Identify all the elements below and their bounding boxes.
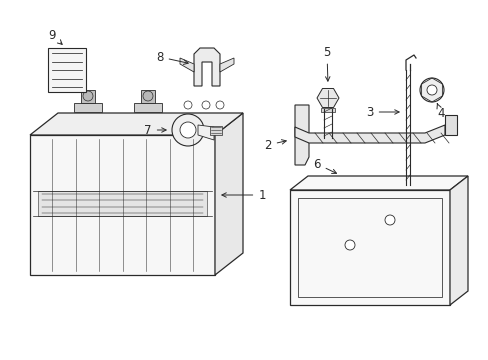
Circle shape bbox=[202, 101, 209, 109]
Text: 6: 6 bbox=[313, 158, 336, 174]
Polygon shape bbox=[294, 125, 444, 143]
Circle shape bbox=[419, 78, 443, 102]
Polygon shape bbox=[198, 125, 214, 140]
Polygon shape bbox=[30, 113, 243, 135]
Bar bbox=[297, 198, 441, 297]
Text: 4: 4 bbox=[436, 104, 444, 120]
Bar bbox=[81, 90, 95, 103]
Polygon shape bbox=[316, 89, 338, 108]
Bar bbox=[48, 48, 86, 92]
Bar bbox=[30, 135, 215, 275]
Bar bbox=[209, 126, 222, 135]
Text: 3: 3 bbox=[366, 105, 398, 118]
Polygon shape bbox=[449, 176, 467, 305]
Bar bbox=[74, 103, 102, 112]
Polygon shape bbox=[180, 58, 194, 72]
Bar bbox=[134, 103, 162, 112]
Bar bbox=[38, 191, 206, 216]
Polygon shape bbox=[444, 115, 456, 135]
Polygon shape bbox=[289, 176, 467, 190]
Circle shape bbox=[83, 91, 93, 101]
Text: 5: 5 bbox=[323, 45, 330, 81]
Polygon shape bbox=[220, 58, 234, 72]
Bar bbox=[320, 108, 334, 112]
Circle shape bbox=[180, 122, 196, 138]
Text: 9: 9 bbox=[48, 28, 62, 44]
Text: 8: 8 bbox=[156, 50, 188, 64]
Polygon shape bbox=[215, 113, 243, 275]
Circle shape bbox=[216, 101, 224, 109]
Circle shape bbox=[345, 240, 354, 250]
Circle shape bbox=[384, 215, 394, 225]
Circle shape bbox=[183, 101, 192, 109]
Text: 7: 7 bbox=[144, 123, 166, 136]
Bar bbox=[289, 190, 449, 305]
Circle shape bbox=[142, 91, 153, 101]
Circle shape bbox=[172, 114, 203, 146]
Text: 1: 1 bbox=[222, 189, 265, 202]
Polygon shape bbox=[194, 48, 220, 86]
Text: 2: 2 bbox=[264, 139, 285, 152]
Polygon shape bbox=[294, 105, 308, 165]
Circle shape bbox=[426, 85, 436, 95]
Bar bbox=[141, 90, 155, 103]
